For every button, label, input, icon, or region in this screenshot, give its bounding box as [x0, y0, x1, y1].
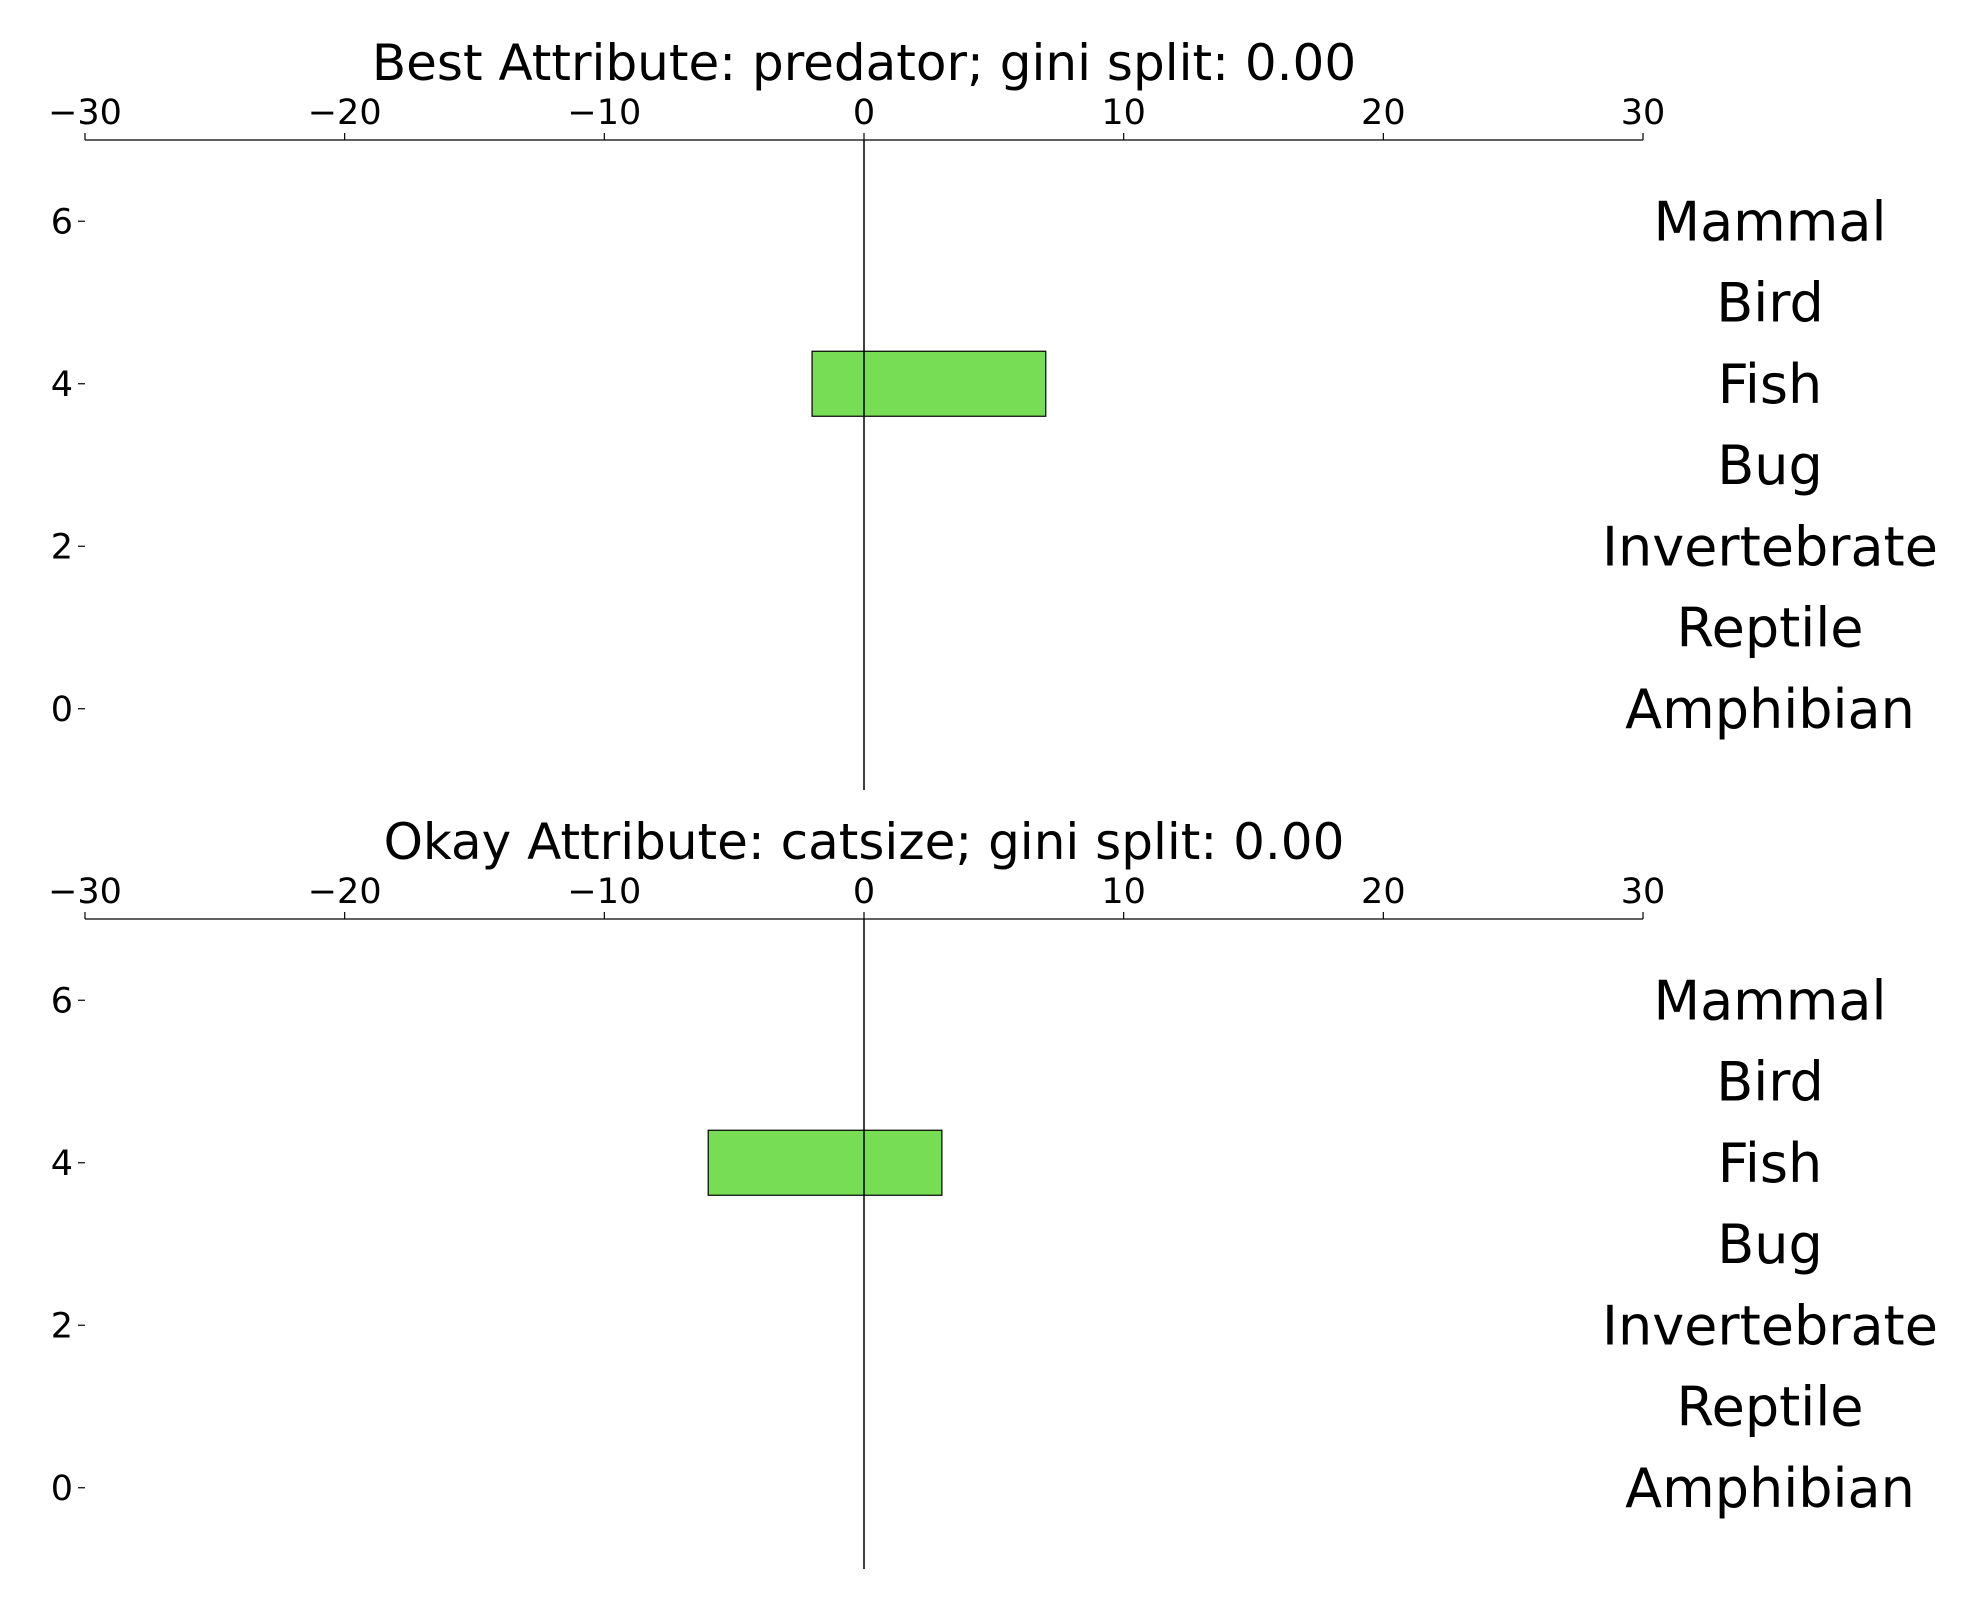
y-tick-label: 4	[51, 1144, 73, 1184]
category-label: Bird	[1716, 1051, 1824, 1114]
category-label: Bird	[1716, 272, 1824, 335]
y-tick-label: 0	[51, 690, 73, 730]
y-tick-label: 4	[51, 365, 73, 405]
x-tick-label: 10	[1101, 93, 1146, 133]
chart-title: Okay Attribute: catsize; gini split: 0.0…	[384, 813, 1345, 871]
chart-panel-2: Okay Attribute: catsize; gini split: 0.0…	[48, 813, 1938, 1569]
x-tick-label: 10	[1101, 872, 1146, 912]
y-tick-label: 6	[51, 981, 73, 1021]
category-label: Fish	[1718, 353, 1823, 416]
x-tick-label: −30	[48, 872, 122, 912]
x-tick-label: −10	[567, 93, 641, 133]
category-label: Fish	[1718, 1132, 1823, 1195]
category-label: Bug	[1717, 1213, 1823, 1276]
category-label: Mammal	[1654, 190, 1887, 253]
x-tick-label: −10	[567, 872, 641, 912]
category-label: Invertebrate	[1602, 515, 1938, 578]
y-tick-label: 0	[51, 1469, 73, 1509]
bar-fish	[707, 1129, 943, 1196]
x-tick-label: −20	[308, 93, 382, 133]
category-label: Reptile	[1677, 597, 1864, 660]
x-tick-label: 0	[853, 872, 875, 912]
category-label: Amphibian	[1625, 1457, 1915, 1520]
x-tick-label: 20	[1361, 872, 1406, 912]
category-label: Amphibian	[1625, 678, 1915, 741]
category-label: Mammal	[1654, 969, 1887, 1032]
x-tick-label: 30	[1621, 872, 1666, 912]
x-tick-label: −30	[48, 93, 122, 133]
category-label: Invertebrate	[1602, 1294, 1938, 1357]
category-label: Bug	[1717, 434, 1823, 497]
chart-panel-1: Best Attribute: predator; gini split: 0.…	[48, 34, 1938, 790]
x-tick-label: 20	[1361, 93, 1406, 133]
bar-fish	[811, 350, 1047, 417]
category-label: Reptile	[1677, 1376, 1864, 1439]
y-tick-label: 2	[51, 527, 73, 567]
y-tick-label: 6	[51, 202, 73, 242]
x-tick-label: 0	[853, 93, 875, 133]
x-tick-label: 30	[1621, 93, 1666, 133]
y-tick-label: 2	[51, 1306, 73, 1346]
chart-title: Best Attribute: predator; gini split: 0.…	[372, 34, 1356, 92]
x-tick-label: −20	[308, 872, 382, 912]
